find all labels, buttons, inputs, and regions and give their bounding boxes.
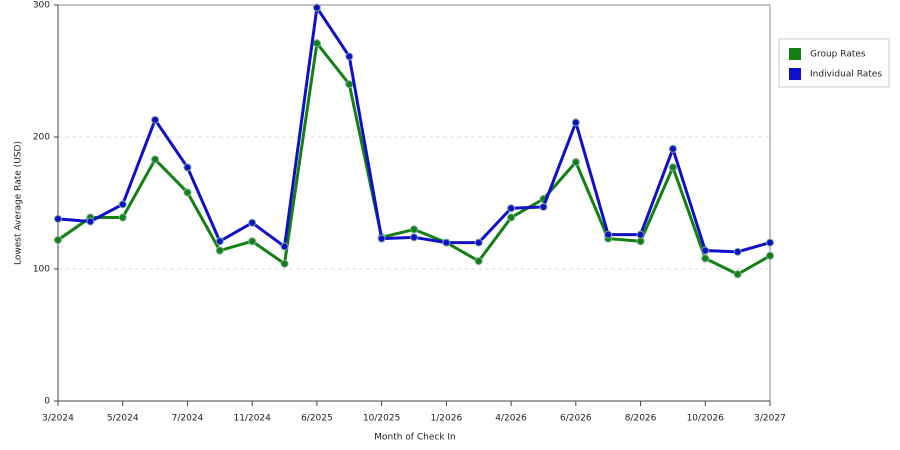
y-axis-title: Lowest Average Rate (USD)	[14, 141, 24, 265]
y-tick-label: 100	[33, 265, 50, 275]
data-point	[636, 230, 645, 239]
x-tick-label: 11/2024	[233, 414, 271, 424]
data-point	[312, 3, 321, 12]
plot-area	[57, 4, 771, 402]
data-point	[151, 115, 160, 124]
data-point	[474, 257, 483, 266]
data-point	[54, 235, 62, 244]
data-point	[377, 234, 386, 243]
data-point	[86, 217, 95, 226]
data-point	[539, 202, 548, 211]
data-point	[410, 225, 418, 234]
data-point	[215, 237, 224, 246]
x-tick-label: 1/2026	[431, 414, 463, 424]
y-tick-label: 200	[33, 133, 50, 143]
data-point	[474, 238, 483, 247]
data-point	[507, 204, 516, 213]
legend-label: Group Rates	[810, 50, 866, 60]
data-point	[248, 218, 257, 227]
x-axis-title: Month of Check In	[374, 433, 456, 443]
x-tick-label: 6/2026	[560, 414, 592, 424]
data-point	[668, 163, 677, 172]
data-point	[151, 155, 160, 164]
data-point	[733, 270, 742, 279]
data-point	[410, 233, 418, 242]
data-point	[345, 52, 354, 61]
data-point	[507, 213, 516, 222]
legend-swatch	[789, 48, 801, 60]
data-point	[312, 39, 321, 48]
data-point	[571, 118, 580, 127]
data-point	[118, 200, 127, 209]
legend-label: Individual Rates	[810, 70, 882, 80]
data-point	[733, 247, 742, 256]
data-point	[701, 246, 710, 255]
data-point	[571, 158, 580, 167]
data-point	[766, 251, 774, 260]
x-tick-label: 4/2026	[495, 414, 527, 424]
x-tick-label: 6/2025	[301, 414, 333, 424]
x-tick-label: 3/2027	[754, 414, 786, 424]
x-tick-label: 7/2024	[172, 414, 204, 424]
data-point	[215, 246, 224, 255]
data-point	[280, 242, 289, 251]
x-tick-label: 8/2026	[625, 414, 657, 424]
data-point	[604, 230, 613, 239]
data-point	[183, 163, 192, 172]
data-point	[118, 213, 127, 222]
data-point	[442, 238, 451, 247]
data-point	[54, 214, 62, 223]
x-tick-label: 10/2025	[363, 414, 400, 424]
data-point	[668, 144, 677, 153]
legend-swatch	[789, 68, 801, 80]
data-point	[701, 254, 710, 263]
data-point	[766, 238, 774, 247]
data-point	[345, 80, 354, 89]
x-tick-label: 5/2024	[107, 414, 139, 424]
data-point	[636, 237, 645, 246]
data-point	[280, 259, 289, 268]
y-tick-label: 300	[33, 1, 50, 11]
y-tick-label: 0	[44, 397, 50, 407]
data-point	[248, 237, 257, 246]
x-tick-label: 3/2024	[42, 414, 74, 424]
x-tick-label: 10/2026	[687, 414, 725, 424]
data-point	[183, 188, 192, 197]
